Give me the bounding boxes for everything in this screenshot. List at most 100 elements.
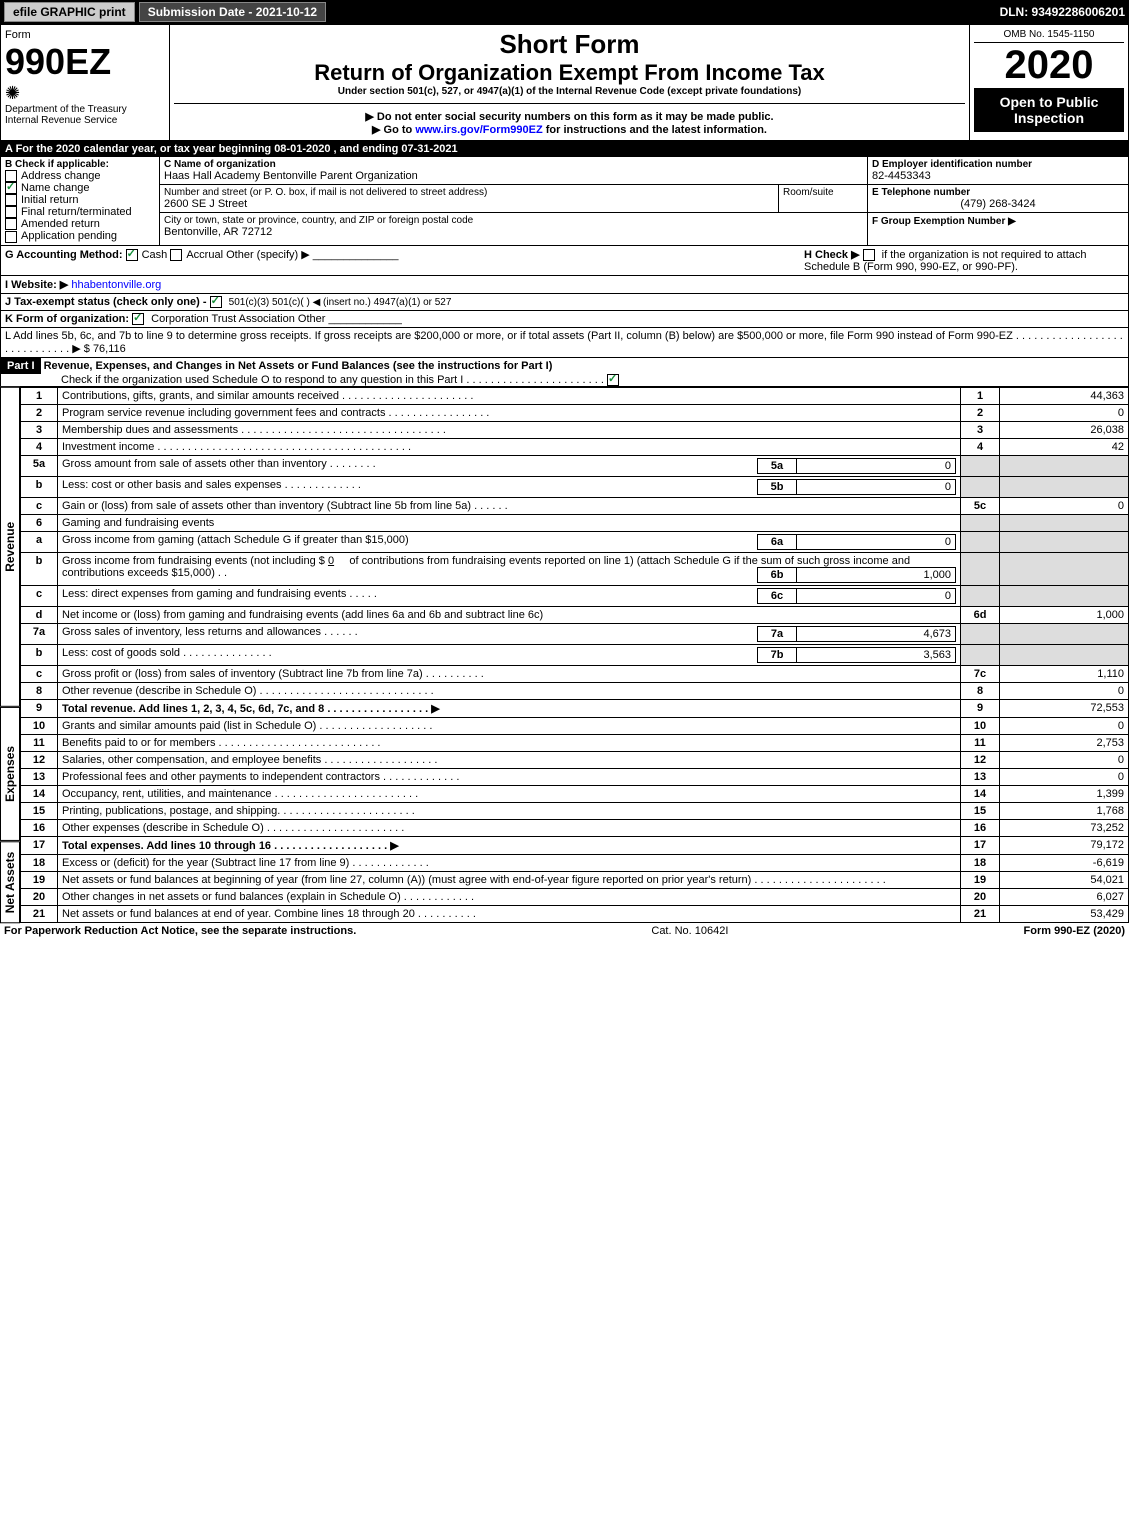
c-city-label: City or town, state or province, country… — [164, 215, 863, 226]
line-17: 17Total expenses. Add lines 10 through 1… — [21, 836, 1129, 854]
b-amended-return[interactable]: Amended return — [5, 218, 155, 230]
line-10: 10Grants and similar amounts paid (list … — [21, 717, 1129, 734]
period-header: A For the 2020 calendar year, or tax yea… — [1, 141, 1128, 157]
c-address: 2600 SE J Street — [164, 198, 774, 210]
row-g-h: G Accounting Method: Cash Accrual Other … — [0, 246, 1129, 276]
open-public-inspection: Open to Public Inspection — [974, 88, 1124, 132]
part1-header-row: Part I Revenue, Expenses, and Changes in… — [0, 358, 1129, 387]
line-7c: cGross profit or (loss) from sales of in… — [21, 665, 1129, 682]
j-label: J Tax-exempt status (check only one) - — [5, 296, 207, 308]
g-other: Other (specify) ▶ — [226, 249, 310, 261]
line-7b: b Less: cost of goods sold . . . . . . .… — [21, 644, 1129, 665]
line-16: 16Other expenses (describe in Schedule O… — [21, 819, 1129, 836]
form-header: Form 990EZ ✺ Department of the Treasury … — [0, 24, 1129, 141]
top-bar: efile GRAPHIC print Submission Date - 20… — [0, 0, 1129, 24]
line-6b: b Gross income from fundraising events (… — [21, 552, 1129, 585]
b-final-return[interactable]: Final return/terminated — [5, 206, 155, 218]
row-l: L Add lines 5b, 6c, and 7b to line 9 to … — [0, 328, 1129, 358]
j-501c3-check[interactable] — [210, 296, 222, 308]
line-13: 13Professional fees and other payments t… — [21, 768, 1129, 785]
irs-label: Internal Revenue Service — [5, 115, 165, 126]
b-name-change[interactable]: Name change — [5, 182, 155, 194]
line-14: 14Occupancy, rent, utilities, and mainte… — [21, 785, 1129, 802]
l-amount: 76,116 — [93, 343, 126, 355]
line-9: 9Total revenue. Add lines 1, 2, 3, 4, 5c… — [21, 699, 1129, 717]
e-phone: (479) 268-3424 — [872, 198, 1124, 210]
page-footer: For Paperwork Reduction Act Notice, see … — [0, 923, 1129, 939]
side-revenue: Revenue — [0, 387, 20, 707]
part1-table: Revenue Expenses Net Assets 1Contributio… — [0, 387, 1129, 923]
b-check-label: B Check if applicable: — [5, 159, 155, 170]
dln-label: DLN: 93492286006201 — [1000, 5, 1125, 19]
form-word: Form — [5, 29, 165, 41]
c-room-label: Room/suite — [783, 187, 863, 198]
line-5b: b Less: cost or other basis and sales ex… — [21, 476, 1129, 497]
footer-catno: Cat. No. 10642I — [356, 925, 1023, 937]
submission-date-button[interactable]: Submission Date - 2021-10-12 — [139, 2, 326, 22]
row-j: J Tax-exempt status (check only one) - 5… — [0, 294, 1129, 311]
line-11: 11Benefits paid to or for members . . . … — [21, 734, 1129, 751]
c-org-name: Haas Hall Academy Bentonville Parent Org… — [164, 170, 863, 182]
i-website-link[interactable]: hhabentonville.org — [71, 279, 161, 291]
line-1: 1Contributions, gifts, grants, and simil… — [21, 387, 1129, 404]
irs-link[interactable]: www.irs.gov/Form990EZ — [415, 124, 542, 136]
title-short-form: Short Form — [174, 29, 965, 60]
line-6: 6Gaming and fundraising events — [21, 514, 1129, 531]
line-4: 4Investment income . . . . . . . . . . .… — [21, 438, 1129, 455]
side-expenses: Expenses — [0, 707, 20, 841]
title-return: Return of Organization Exempt From Incom… — [174, 60, 965, 86]
h-check[interactable] — [863, 249, 875, 261]
note-ssn: ▶ Do not enter social security numbers o… — [174, 110, 965, 123]
e-phone-label: E Telephone number — [872, 187, 1124, 198]
d-ein: 82-4453343 — [872, 170, 1124, 182]
revenue-table: 1Contributions, gifts, grants, and simil… — [20, 387, 1129, 923]
line-20: 20Other changes in net assets or fund ba… — [21, 888, 1129, 905]
line-5a: 5a Gross amount from sale of assets othe… — [21, 455, 1129, 476]
row-i: I Website: ▶ hhabentonville.org — [0, 276, 1129, 294]
line-5c: cGain or (loss) from sale of assets othe… — [21, 497, 1129, 514]
part1-label: Part I — [1, 358, 41, 374]
footer-formno: Form 990-EZ (2020) — [1024, 925, 1125, 937]
line-6c: c Less: direct expenses from gaming and … — [21, 585, 1129, 606]
b-application-pending[interactable]: Application pending — [5, 230, 155, 242]
line-7a: 7a Gross sales of inventory, less return… — [21, 623, 1129, 644]
line-18: 18Excess or (deficit) for the year (Subt… — [21, 854, 1129, 871]
g-cash-check[interactable] — [126, 249, 138, 261]
b-address-change[interactable]: Address change — [5, 170, 155, 182]
line-3: 3Membership dues and assessments . . . .… — [21, 421, 1129, 438]
d-ein-label: D Employer identification number — [872, 159, 1124, 170]
subtitle: Under section 501(c), 527, or 4947(a)(1)… — [174, 86, 965, 97]
c-addr-label: Number and street (or P. O. box, if mail… — [164, 187, 774, 198]
f-group-label: F Group Exemption Number ▶ — [872, 216, 1016, 227]
g-label: G Accounting Method: — [5, 249, 123, 261]
row-k: K Form of organization: Corporation Trus… — [0, 311, 1129, 328]
omb-label: OMB No. 1545-1150 — [974, 29, 1124, 43]
tax-year: 2020 — [974, 43, 1124, 88]
line-15: 15Printing, publications, postage, and s… — [21, 802, 1129, 819]
line-2: 2Program service revenue including gover… — [21, 404, 1129, 421]
g-cash: Cash — [142, 249, 168, 261]
efile-print-button[interactable]: efile GRAPHIC print — [4, 2, 135, 22]
part1-schedo-check[interactable] — [607, 374, 619, 386]
form-number: 990EZ — [5, 41, 165, 83]
part1-heading: Revenue, Expenses, and Changes in Net As… — [44, 360, 553, 372]
g-accrual-check[interactable] — [170, 249, 182, 261]
side-netassets: Net Assets — [0, 841, 20, 923]
b-initial-return[interactable]: Initial return — [5, 194, 155, 206]
h-label: H Check ▶ — [804, 249, 860, 261]
l-text: L Add lines 5b, 6c, and 7b to line 9 to … — [5, 330, 1123, 355]
dept-treasury: Department of the Treasury — [5, 104, 165, 115]
k-corp-check[interactable] — [132, 313, 144, 325]
i-label: I Website: ▶ — [5, 279, 68, 291]
line-21: 21Net assets or fund balances at end of … — [21, 905, 1129, 922]
c-city: Bentonville, AR 72712 — [164, 226, 863, 238]
footer-left: For Paperwork Reduction Act Notice, see … — [4, 925, 356, 937]
line-6a: a Gross income from gaming (attach Sched… — [21, 531, 1129, 552]
line-6d: dNet income or (loss) from gaming and fu… — [21, 606, 1129, 623]
line-12: 12Salaries, other compensation, and empl… — [21, 751, 1129, 768]
k-opts: Corporation Trust Association Other — [151, 313, 325, 325]
line-8: 8Other revenue (describe in Schedule O) … — [21, 682, 1129, 699]
j-opts: 501(c)(3) 501(c)( ) ◀ (insert no.) 4947(… — [229, 297, 452, 308]
g-accrual: Accrual — [186, 249, 223, 261]
c-name-label: C Name of organization — [164, 159, 863, 170]
